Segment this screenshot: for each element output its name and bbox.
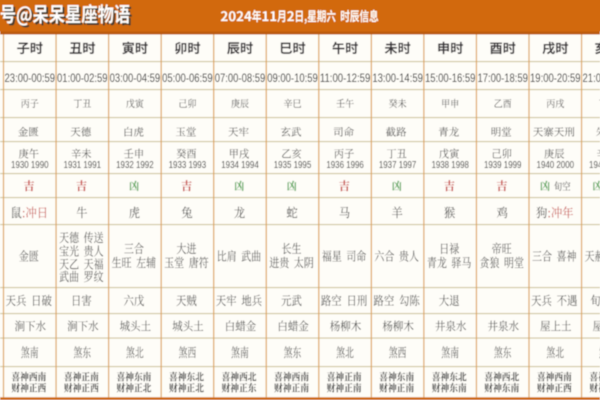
svg-text:05:00-06:59: 05:00-06:59 [162, 71, 213, 85]
svg-text:1934 1994: 1934 1994 [221, 160, 259, 171]
svg-text:1930 1990: 1930 1990 [11, 160, 49, 171]
svg-text:21:00-22:59: 21:00-22:59 [583, 71, 600, 85]
svg-text:07:00-08:59: 07:00-08:59 [215, 71, 266, 85]
svg-text:19:00-20:59: 19:00-20:59 [530, 71, 581, 85]
svg-text:03:00-04:59: 03:00-04:59 [110, 71, 161, 85]
svg-text:1940 2000: 1940 2000 [537, 160, 575, 171]
svg-text:09:00-10:59: 09:00-10:59 [267, 71, 318, 85]
svg-text:1937 1997: 1937 1997 [379, 160, 417, 171]
svg-text:17:00-18:59: 17:00-18:59 [477, 71, 528, 85]
svg-text:15:00-16:59: 15:00-16:59 [425, 71, 476, 85]
svg-text:1931 1991: 1931 1991 [64, 160, 102, 171]
svg-text:01:00-02:59: 01:00-02:59 [57, 71, 108, 85]
svg-text:13:00-14:59: 13:00-14:59 [372, 71, 423, 85]
svg-text:11:00-12:59: 11:00-12:59 [320, 71, 371, 85]
svg-text:23:00-00:59: 23:00-00:59 [5, 71, 56, 85]
svg-text:1935 1995: 1935 1995 [274, 160, 312, 171]
svg-text:1933 1993: 1933 1993 [169, 160, 207, 171]
svg-text:1932 1992: 1932 1992 [116, 160, 154, 171]
svg-text:1936 1996: 1936 1996 [326, 160, 364, 171]
svg-text:1938 1998: 1938 1998 [431, 160, 469, 171]
svg-text:1939 1999: 1939 1999 [484, 160, 522, 171]
svg-text:1941 2001: 1941 2001 [589, 160, 600, 171]
